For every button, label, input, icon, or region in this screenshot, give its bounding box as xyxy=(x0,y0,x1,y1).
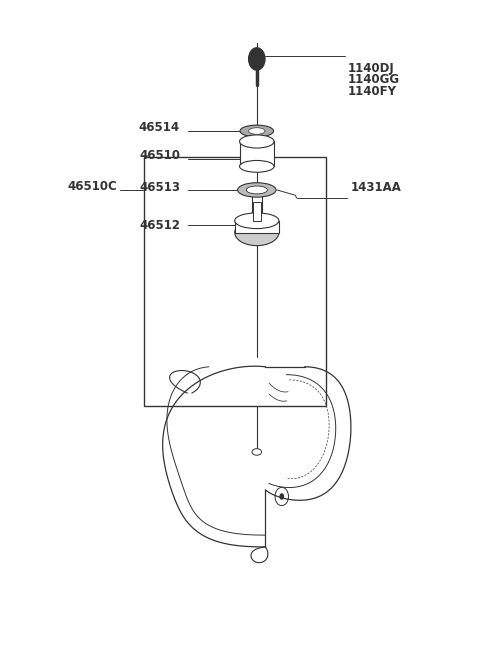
Circle shape xyxy=(279,493,284,500)
Ellipse shape xyxy=(240,135,274,148)
Ellipse shape xyxy=(235,213,279,229)
Text: 46510: 46510 xyxy=(139,149,180,162)
Text: 1140GG: 1140GG xyxy=(348,73,400,86)
Text: 46513: 46513 xyxy=(139,181,180,195)
Bar xyxy=(240,141,274,166)
Ellipse shape xyxy=(249,128,265,134)
Text: 46514: 46514 xyxy=(139,121,180,134)
Ellipse shape xyxy=(238,183,276,197)
Ellipse shape xyxy=(246,186,267,194)
Circle shape xyxy=(249,48,265,70)
Text: 46510C: 46510C xyxy=(68,180,118,193)
Bar xyxy=(235,221,279,233)
Bar xyxy=(144,157,326,406)
Bar xyxy=(253,202,261,221)
Ellipse shape xyxy=(240,160,274,172)
Ellipse shape xyxy=(252,449,262,455)
Text: 1140DJ: 1140DJ xyxy=(348,62,395,75)
Ellipse shape xyxy=(235,219,279,246)
Text: 1431AA: 1431AA xyxy=(350,181,401,195)
Text: 46512: 46512 xyxy=(139,219,180,233)
Text: 1140FY: 1140FY xyxy=(348,84,397,98)
Ellipse shape xyxy=(240,125,274,137)
Bar xyxy=(252,191,262,221)
